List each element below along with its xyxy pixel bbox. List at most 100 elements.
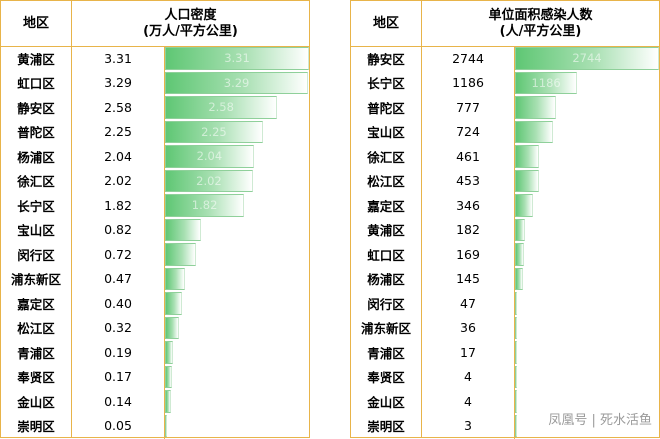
value-cell: 2744 [452,50,484,66]
column-divider [421,1,422,437]
value-cell: 182 [456,222,480,238]
header-metric: 单位面积感染人数 (人/平方公里) [422,1,659,46]
data-bar [515,71,578,94]
value-cell: 724 [456,124,480,140]
value-cell: 0.47 [104,271,132,287]
column-divider [71,1,72,437]
region-label: 嘉定区 [367,198,405,214]
table-row: 杨浦区 2.04 2.04 [1,144,309,169]
region-label: 普陀区 [17,125,55,141]
value-cell: 1186 [452,75,484,91]
value-cell: 17 [460,344,476,360]
value-cell: 0.72 [104,246,132,262]
table-row: 青浦区 0.19 [1,340,309,365]
value-cell: 453 [456,173,480,189]
value-cell: 47 [460,295,476,311]
region-label: 虹口区 [17,76,55,92]
table-header: 地区 单位面积感染人数 (人/平方公里) [351,1,659,47]
bar-data-label: 3.31 [224,51,250,66]
value-cell: 0.82 [104,222,132,238]
value-cell: 461 [456,148,480,164]
region-label: 浦东新区 [360,321,411,337]
table-row: 金山区 0.14 [1,389,309,414]
data-bar [515,145,540,168]
bar-data-label: 3.29 [223,75,250,90]
region-label: 徐汇区 [17,174,55,190]
table-row: 浦东新区 36 [351,316,659,341]
value-cell: 4 [464,369,472,385]
header-metric-title: 单位面积感染人数 [488,7,593,23]
data-bar [165,341,174,364]
data-bar [165,169,253,192]
table-row: 静安区 2.58 2.58 [1,95,309,120]
table-header: 地区 人口密度 (万人/平方公里) [1,1,309,47]
region-label: 宝山区 [367,125,405,141]
table-row: 崇明区 3 [351,414,659,439]
table-row: 松江区 0.32 [1,316,309,341]
table-row: 嘉定区 346 [351,193,659,218]
table-row: 普陀区 777 [351,95,659,120]
region-label: 青浦区 [367,345,405,361]
table-row: 黄浦区 3.31 3.31 [1,46,309,71]
data-bar [165,47,309,70]
data-bar [165,120,263,143]
data-bar [165,292,183,315]
value-cell: 1.82 [104,197,132,213]
data-bar [165,390,172,413]
region-label: 青浦区 [17,345,55,361]
table-row: 嘉定区 0.40 [1,291,309,316]
data-bar [165,316,179,339]
data-bar [515,316,517,339]
value-cell: 3.29 [104,75,132,91]
table-row: 徐汇区 2.02 2.02 [1,169,309,194]
infections-per-area-table: 地区 单位面积感染人数 (人/平方公里) 静安区 2744 2744 长宁区 1186 1… [350,0,660,439]
header-metric-unit: (万人/平方公里) [143,23,238,39]
data-bar [515,169,539,192]
data-bar [165,71,309,94]
bar-data-label: 2.25 [201,124,227,139]
value-cell: 2.02 [104,173,132,189]
value-cell: 0.40 [104,295,132,311]
watermark: 凤凰号 | 死水活鱼 [548,413,652,428]
data-bar [165,414,168,437]
table-row: 崇明区 0.05 [1,414,309,439]
table-row: 金山区 4 [351,389,659,414]
value-cell: 145 [456,271,480,287]
region-label: 奉贤区 [367,370,405,386]
table-row: 闵行区 47 [351,291,659,316]
region-label: 虹口区 [367,247,405,263]
table-row: 虹口区 169 [351,242,659,267]
table-row: 闵行区 0.72 [1,242,309,267]
table-row: 徐汇区 461 [351,144,659,169]
value-cell: 36 [460,320,476,336]
data-bar [165,243,197,266]
value-cell: 346 [456,197,480,213]
region-label: 徐汇区 [367,149,405,165]
data-bar [165,194,245,217]
region-label: 松江区 [17,321,55,337]
bar-data-label: 2.02 [196,173,222,188]
data-bar [515,267,523,290]
region-label: 杨浦区 [367,272,405,288]
value-cell: 2.58 [104,99,132,115]
table-row: 青浦区 17 [351,340,659,365]
table-body: 静安区 2744 2744 长宁区 1186 1186 普陀区 777 宝山区 724 徐汇区 461… [351,46,659,437]
region-label: 宝山区 [17,223,55,239]
bar-data-label: 1186 [531,75,561,90]
data-bar [515,218,525,241]
region-label: 杨浦区 [17,149,55,165]
data-bar [165,96,278,119]
data-bar [515,390,517,413]
region-label: 静安区 [17,100,55,116]
data-bar [515,47,659,70]
table-row: 长宁区 1.82 1.82 [1,193,309,218]
data-bar [515,414,517,437]
table-row: 黄浦区 182 [351,218,659,243]
region-label: 长宁区 [17,198,55,214]
bar-data-label: 1.82 [191,198,218,213]
table-row: 杨浦区 145 [351,267,659,292]
region-label: 奉贤区 [17,370,55,386]
data-bar [515,96,556,119]
table-row: 奉贤区 0.17 [1,365,309,390]
column-divider [164,46,165,439]
